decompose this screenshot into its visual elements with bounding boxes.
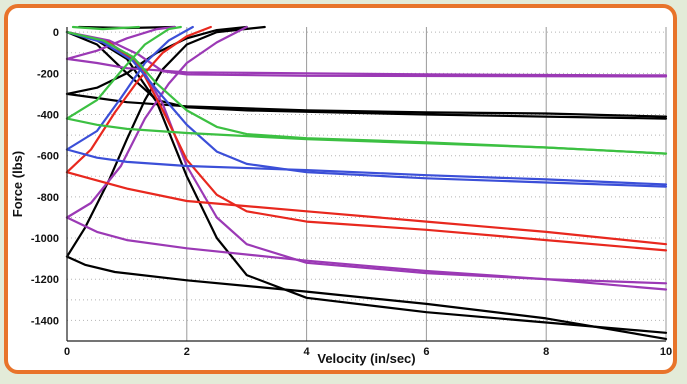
x-tick-label: 10 xyxy=(660,346,672,358)
series-line xyxy=(65,31,668,155)
series-line xyxy=(65,25,248,219)
series-line xyxy=(65,171,668,246)
series-line xyxy=(65,25,266,258)
x-tick-label: 4 xyxy=(304,346,311,358)
y-tick-label: -1000 xyxy=(31,233,59,245)
series-line xyxy=(65,92,668,118)
y-tick-label: -1200 xyxy=(31,274,59,286)
x-tick-label: 2 xyxy=(184,346,190,358)
y-axis-label: Force (lbs) xyxy=(10,151,25,217)
series-line xyxy=(65,25,176,60)
series-line xyxy=(65,31,668,120)
series-line xyxy=(65,31,668,334)
series-line xyxy=(65,31,668,78)
force-velocity-chart: 0 2 4 6 8 100-200-400-600-800-1000-1200-1400 … xyxy=(10,25,672,366)
series-layer xyxy=(65,25,668,340)
series-line xyxy=(65,57,668,77)
axes xyxy=(66,27,666,342)
series-line xyxy=(65,25,212,174)
series-line xyxy=(65,255,668,340)
series-line xyxy=(71,25,140,31)
y-tick-label: -1400 xyxy=(31,315,59,327)
series-line xyxy=(65,25,194,151)
y-tick-label: -200 xyxy=(37,68,59,80)
x-tick-label: 6 xyxy=(423,346,429,358)
x-tick-label: 8 xyxy=(543,346,549,358)
series-line xyxy=(65,31,668,285)
x-tick-label: 0 xyxy=(64,346,70,358)
tick-labels: 0 2 4 6 8 10 0 -200 -400 -600 -800 -1000 -1200 -1400 xyxy=(31,27,672,358)
series-line xyxy=(65,148,668,186)
chart-frame: 0 2 4 6 8 10 0 -200 -400 -600 -800 -1000 -1200 -1400 … xyxy=(4,4,677,374)
y-tick-label: -800 xyxy=(37,192,59,204)
series-line xyxy=(65,31,668,188)
y-tick-label: -400 xyxy=(37,110,59,122)
series-line xyxy=(65,216,668,291)
x-axis-label: Velocity (in/sec) xyxy=(317,351,415,366)
y-tick-label: -600 xyxy=(37,151,59,163)
y-tick-label: 0 xyxy=(53,27,59,39)
